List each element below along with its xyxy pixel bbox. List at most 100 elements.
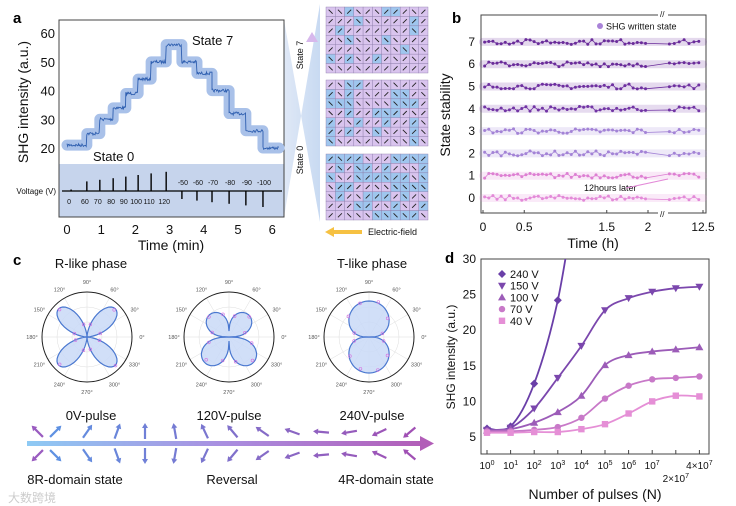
state-point [615,175,619,179]
polar-data-point [346,314,351,319]
polar-data-point [204,358,208,362]
state-point [516,39,520,43]
state-point [545,196,549,200]
state-point [516,62,520,66]
state-point [602,196,606,200]
polarization-arrow [346,28,352,33]
state-point [672,41,676,45]
state-point [545,129,549,133]
polarization-arrow-icon [371,450,387,459]
state-point [524,86,528,90]
polar-angle-label: 90° [225,280,233,286]
polar-data-point [98,331,102,336]
state-point [499,60,503,64]
state-point [495,150,499,154]
state-point [631,64,635,68]
panel-c-polar-plots: R-like phase T-like phase 0V-pulse 120V-… [8,256,434,505]
polarization-arrow [328,47,333,52]
state-point [507,194,511,198]
polarization-arrow [383,212,389,218]
state-point [553,196,557,200]
series-line [486,285,700,431]
y-tick-label: 4 [468,102,475,116]
marker-triangle-down [648,288,657,296]
polarization-arrow-icon [227,448,239,462]
state-point [491,108,495,112]
pulse-label-120v: 120V-pulse [196,408,261,423]
polar-data-point [348,354,352,358]
y-axis-label-a: SHG intensity (a.u.) [15,41,31,163]
x-tick-label: 6 [269,222,276,237]
state-point [615,152,619,156]
polarization-arrow [356,184,361,190]
polarization-arrow [365,194,371,199]
state-point [512,196,516,200]
polar-data-point [207,340,211,345]
state-point [627,62,631,66]
polarization-arrow [393,138,398,144]
state-point [623,197,627,201]
state-point [545,109,549,113]
polarization-arrow-icon [313,452,330,459]
state-point [536,42,540,46]
marker-square [601,420,609,428]
state-point [528,172,532,176]
polar-angle-label: 0° [281,335,286,341]
polarization-arrow-icon [200,448,209,464]
state-point [578,128,582,132]
state-point [483,176,487,180]
pulse-voltage-label: -90 [242,180,252,187]
y-tick-label: 3 [468,124,475,138]
marker-square [507,429,514,436]
state-point [503,150,507,154]
state-point [549,172,553,176]
polarization-arrow-icon [227,425,239,439]
polarization-arrow [337,175,343,180]
annotation-arrow [625,178,669,189]
x-tick-label: 2 [132,222,139,237]
polarization-arrow [393,175,398,180]
y-tick-label: 40 [41,84,55,99]
polarization-arrow [337,165,343,171]
state-point [499,42,503,46]
state-point [532,195,536,199]
arrow-head [371,430,378,437]
y-tick-label: 30 [463,252,477,266]
polarization-arrow [402,37,408,43]
polar-angle-label: 270° [81,390,92,396]
polarization-arrow [411,91,417,97]
marker-triangle-up [671,345,680,353]
marker-circle [625,382,632,389]
state-point [491,151,495,155]
legend-label: 100 V [510,292,539,304]
state-point [569,175,573,179]
state-point [557,130,561,134]
state-point [692,61,696,65]
series-line [486,394,700,434]
state-point [590,127,594,131]
polarization-arrow [365,56,371,62]
state-point [483,85,487,89]
y-tick-label: 5 [468,80,475,94]
state-point [611,109,615,113]
state-point [549,60,553,64]
polar-angle-label: 210° [316,363,327,369]
state-point [528,127,532,131]
arrow-head [284,427,291,434]
state-point [631,86,635,90]
state-point [582,39,586,43]
polar-data-point [385,353,390,358]
state-point [586,174,590,178]
state-point [611,198,615,202]
polarization-arrow [402,9,408,15]
polarization-arrow [402,82,408,88]
state-point [549,105,553,109]
polarization-arrow [411,56,417,62]
state-point [590,176,594,180]
polar-angle-label: 180° [168,335,179,341]
pulse-voltage-label: 70 [94,199,102,206]
state-point [565,84,569,88]
state-point [667,85,671,89]
x-tick-label: 103 [550,460,565,472]
state-point [528,109,532,113]
